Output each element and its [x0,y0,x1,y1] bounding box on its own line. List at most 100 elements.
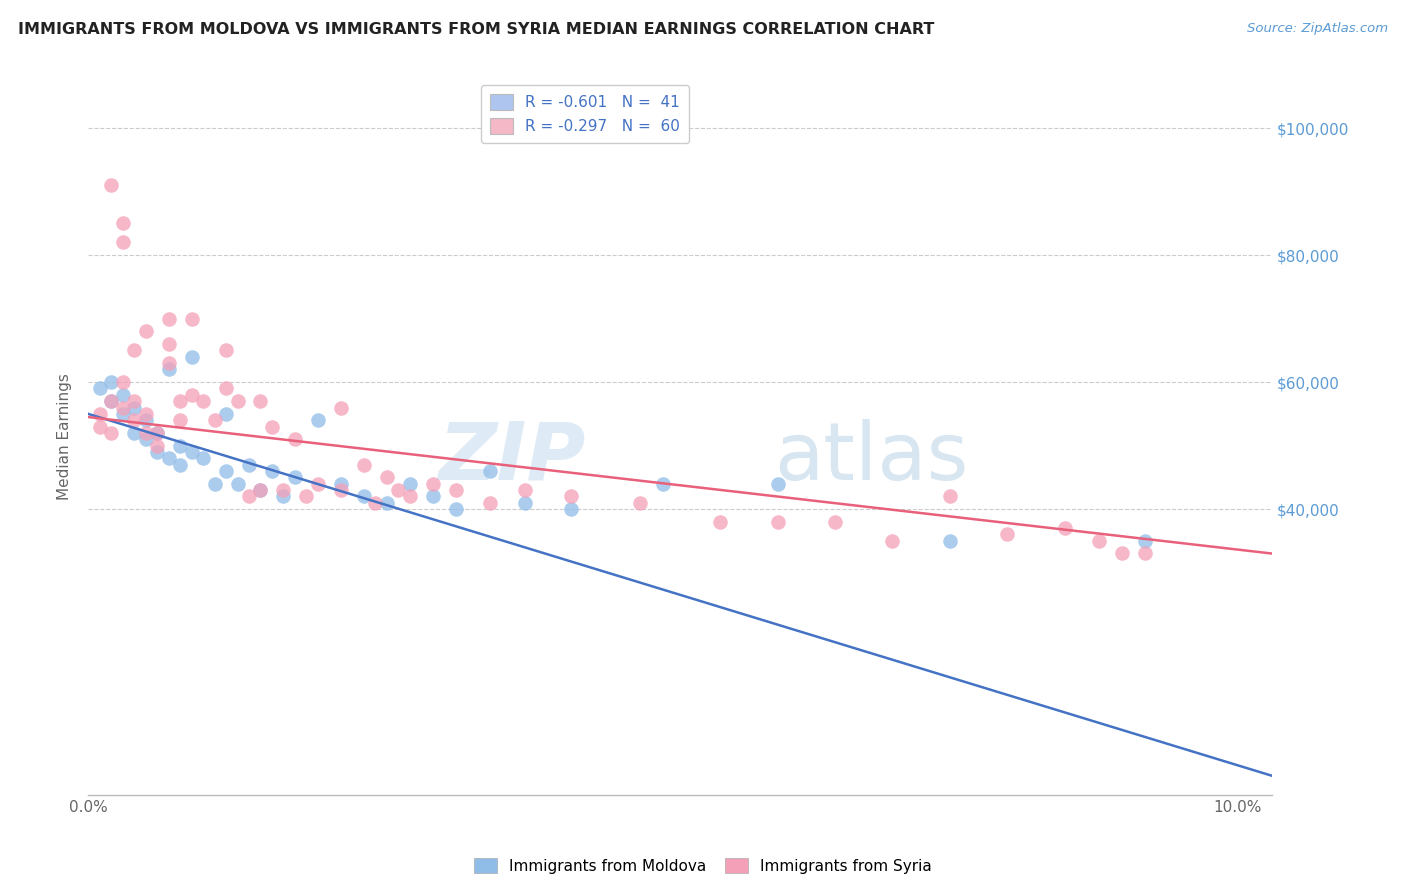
Point [191,394,214,409]
Point [111,401,134,415]
Point [444,502,467,516]
Point [180,445,202,459]
Point [824,515,846,529]
Point [191,451,214,466]
Point [387,483,409,497]
Point [1135,547,1157,561]
Point [295,489,318,503]
Point [444,483,467,497]
Point [215,407,238,421]
Point [479,464,502,478]
Point [89,419,111,434]
Point [122,394,145,409]
Point [135,407,157,421]
Legend: R = -0.601   N =  41, R = -0.297   N =  60: R = -0.601 N = 41, R = -0.297 N = 60 [481,85,689,143]
Point [560,489,582,503]
Point [180,388,202,402]
Point [157,311,180,326]
Point [628,496,651,510]
Point [709,515,731,529]
Point [329,483,352,497]
Point [215,381,238,395]
Point [939,533,962,548]
Point [513,496,536,510]
Point [100,425,122,440]
Point [89,407,111,421]
Point [100,394,122,409]
Point [157,451,180,466]
Point [169,439,191,453]
Point [157,356,180,370]
Point [204,476,226,491]
Point [135,432,157,446]
Point [146,439,169,453]
Point [399,489,422,503]
Point [215,464,238,478]
Point [122,413,145,427]
Point [100,394,122,409]
Point [651,476,673,491]
Point [135,324,157,338]
Point [1111,547,1133,561]
Point [260,419,283,434]
Point [146,445,169,459]
Point [122,425,145,440]
Text: Source: ZipAtlas.com: Source: ZipAtlas.com [1247,22,1388,36]
Point [238,458,260,472]
Point [100,375,122,389]
Point [215,343,238,358]
Point [1053,521,1076,535]
Point [422,476,444,491]
Point [157,362,180,376]
Point [399,476,422,491]
Text: IMMIGRANTS FROM MOLDOVA VS IMMIGRANTS FROM SYRIA MEDIAN EARNINGS CORRELATION CHA: IMMIGRANTS FROM MOLDOVA VS IMMIGRANTS FR… [18,22,935,37]
Point [939,489,962,503]
Point [364,496,387,510]
Point [122,343,145,358]
Text: atlas: atlas [775,418,969,497]
Point [513,483,536,497]
Point [353,489,375,503]
Point [122,401,145,415]
Point [135,425,157,440]
Point [226,476,249,491]
Y-axis label: Median Earnings: Median Earnings [58,373,72,500]
Point [111,216,134,230]
Point [169,394,191,409]
Text: ZIP: ZIP [437,418,585,497]
Point [353,458,375,472]
Point [882,533,904,548]
Point [146,425,169,440]
Point [307,476,329,491]
Point [422,489,444,503]
Point [111,407,134,421]
Point [479,496,502,510]
Point [157,337,180,351]
Point [226,394,249,409]
Point [238,489,260,503]
Point [180,311,202,326]
Point [1135,533,1157,548]
Point [1088,533,1111,548]
Legend: Immigrants from Moldova, Immigrants from Syria: Immigrants from Moldova, Immigrants from… [468,852,938,880]
Point [375,470,398,484]
Point [560,502,582,516]
Point [284,432,307,446]
Point [273,489,295,503]
Point [260,464,283,478]
Point [329,476,352,491]
Point [273,483,295,497]
Point [375,496,398,510]
Point [284,470,307,484]
Point [204,413,226,427]
Point [169,413,191,427]
Point [111,235,134,250]
Point [249,483,271,497]
Point [249,483,271,497]
Point [135,413,157,427]
Point [329,401,352,415]
Point [111,375,134,389]
Point [89,381,111,395]
Point [307,413,329,427]
Point [766,515,789,529]
